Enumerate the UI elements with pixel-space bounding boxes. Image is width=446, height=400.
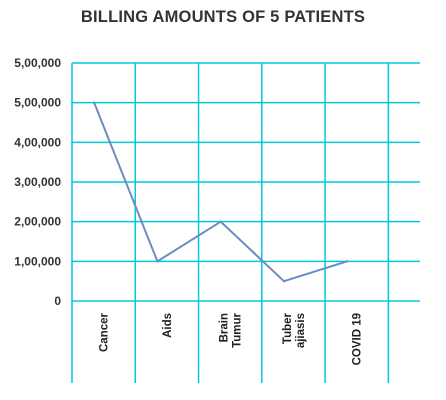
x-tick-label-group: COVID 19: [352, 313, 364, 365]
data-point: [92, 101, 96, 104]
series-layer: [92, 101, 349, 283]
data-point: [282, 279, 286, 283]
data-point: [219, 220, 222, 223]
chart-title: BILLING AMOUNTS OF 5 PATIENTS: [80, 8, 366, 26]
x-tick-label: Brain: [219, 313, 231, 342]
x-tick-label-group: Brain Tumur: [219, 312, 244, 347]
x-tick-label: Tumur: [232, 312, 244, 347]
y-tick-label: 2,00,000: [14, 215, 61, 229]
y-tick-label: 5,00,000: [14, 96, 61, 110]
x-tick-label: COVID 19: [352, 313, 364, 365]
x-tick-label: Aids: [162, 313, 174, 338]
x-tick-label-group: Aids: [162, 313, 174, 338]
grid-layer: [71, 62, 420, 383]
x-tick-label: Tuber: [282, 312, 294, 344]
x-tick-label: Cancer: [99, 312, 111, 352]
y-tick-label: 1,00,000: [14, 254, 61, 268]
y-tick-label: 0: [54, 294, 61, 308]
data-point: [346, 260, 349, 263]
x-tick-label-group: Cancer: [99, 312, 111, 352]
y-tick-label: 5,00,000: [14, 56, 61, 70]
x-tick-label-group: Tuber ajiasis: [282, 312, 307, 348]
y-tick-label: 3,00,000: [14, 175, 61, 189]
data-point: [156, 260, 159, 263]
x-tick-label: ajiasis: [295, 313, 307, 348]
y-axis-ticks: 0 1,00,000 2,00,000 3,00,000 4,00,000 5,00,00…: [14, 56, 61, 308]
y-tick-label: 4,00,000: [14, 135, 61, 149]
x-axis-ticks: Cancer Aids Brain Tumur Tuber ajiasis COVID 19: [99, 312, 364, 365]
series-line: [93, 102, 348, 283]
